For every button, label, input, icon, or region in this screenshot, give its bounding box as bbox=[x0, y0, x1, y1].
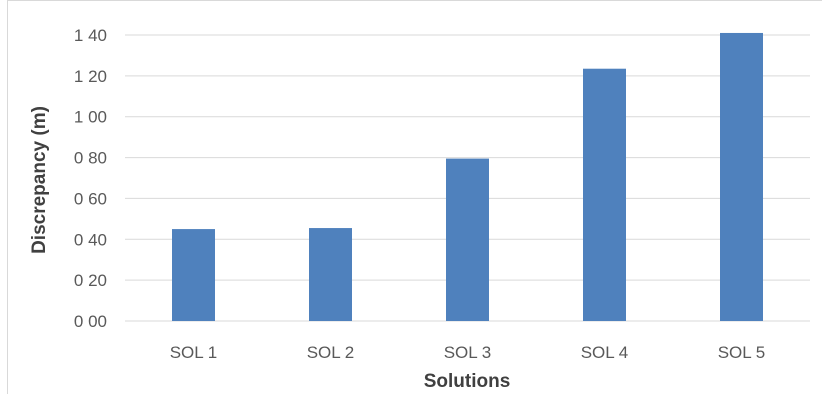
x-tick-labels: SOL 1 SOL 2 SOL 3 SOL 4 SOL 5 bbox=[170, 343, 766, 362]
y-tick-label: 0 60 bbox=[74, 189, 107, 208]
x-tick-label: SOL 2 bbox=[307, 343, 355, 362]
y-tick-label: 0 00 bbox=[74, 312, 107, 331]
x-tick-label: SOL 1 bbox=[170, 343, 218, 362]
y-tick-label: 1 00 bbox=[74, 108, 107, 127]
y-tick-label: 0 80 bbox=[74, 149, 107, 168]
x-tick-label: SOL 5 bbox=[718, 343, 766, 362]
bar-sol-3 bbox=[446, 158, 489, 321]
x-axis-title: Solutions bbox=[424, 371, 511, 392]
y-tick-label: 0 40 bbox=[74, 230, 107, 249]
x-tick-label: SOL 4 bbox=[581, 343, 629, 362]
chart-frame bbox=[7, 0, 822, 394]
x-tick-label: SOL 3 bbox=[444, 343, 492, 362]
bar-sol-2 bbox=[309, 228, 352, 321]
bars bbox=[172, 32, 763, 321]
bar-sol-5 bbox=[720, 32, 763, 321]
bar-sol-1 bbox=[172, 229, 215, 321]
y-tick-labels: 0 00 0 20 0 40 0 60 0 80 1 00 1 20 1 40 bbox=[74, 26, 107, 331]
bar-sol-4 bbox=[583, 68, 626, 321]
y-tick-label: 1 20 bbox=[74, 67, 107, 86]
y-tick-label: 0 20 bbox=[74, 271, 107, 290]
y-tick-label: 1 40 bbox=[74, 26, 107, 45]
y-axis-title: Discrepancy (m) bbox=[29, 106, 50, 254]
